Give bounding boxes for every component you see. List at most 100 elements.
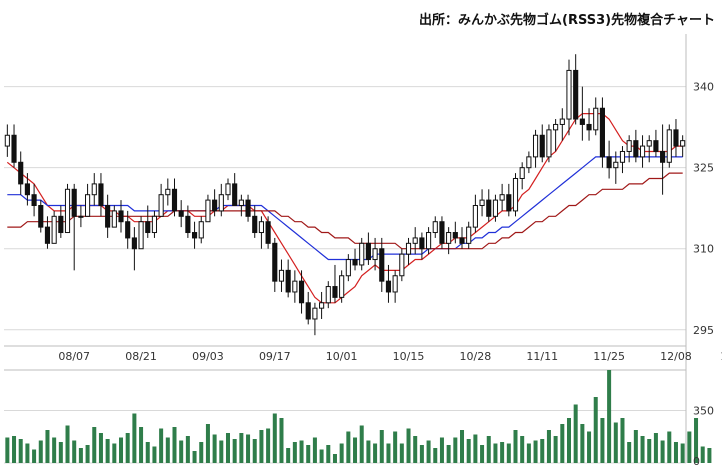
volume-bar [179, 440, 184, 463]
candle-body [245, 199, 251, 217]
candle-body [171, 188, 178, 212]
candle-body [405, 242, 412, 255]
volume-bar [145, 442, 150, 463]
volume-bar [520, 436, 525, 463]
candle-body [345, 259, 351, 277]
volume-bar [312, 437, 317, 463]
volume-bar [700, 446, 705, 463]
volume-bar [58, 442, 63, 463]
volume-bar [386, 443, 391, 463]
candle-body [98, 183, 104, 207]
candle-body [85, 194, 91, 217]
candle-body [546, 129, 552, 158]
candle-body [252, 215, 258, 234]
volume-bar [105, 439, 110, 463]
volume-bar [406, 428, 411, 463]
candle-body [64, 188, 71, 234]
candle-body [298, 280, 305, 304]
volume-bar [132, 413, 137, 463]
candle-body [131, 237, 137, 250]
volume-bar [607, 370, 612, 463]
candle-body [24, 183, 30, 196]
candle-body [573, 69, 579, 120]
volume-bar [32, 449, 37, 463]
candle-body [118, 210, 124, 223]
volume-bar [446, 445, 451, 463]
candle-body [633, 140, 639, 158]
candle-body [265, 221, 271, 244]
volume-bar [694, 418, 699, 463]
candle-body [392, 275, 398, 293]
candle-body [278, 269, 285, 282]
volume-bar [687, 431, 692, 463]
volume-bar [272, 413, 277, 463]
candle-body [512, 177, 519, 212]
candle-body [666, 129, 672, 163]
volume-bar [359, 425, 364, 463]
volume-bars [5, 370, 712, 463]
candle-body [198, 221, 204, 239]
volume-bar [613, 422, 618, 463]
candle-body [619, 150, 626, 163]
volume-bar [319, 449, 324, 463]
candle-body [472, 205, 478, 228]
candle-body [258, 221, 264, 234]
volume-bar [266, 428, 271, 463]
candle-body [680, 140, 686, 147]
candle-body [452, 232, 458, 239]
candle-body [31, 194, 37, 207]
volume-bar [165, 437, 170, 463]
candle-body [419, 237, 425, 250]
date-tick-label: 11/11 [526, 350, 558, 363]
candle-body [653, 140, 659, 152]
candle-body [325, 286, 331, 304]
price-tick-label: 310 [693, 243, 714, 256]
volume-bar [540, 439, 545, 463]
volume-bar [326, 445, 331, 463]
candle-body [446, 232, 452, 244]
date-tick-label: 10/15 [393, 350, 425, 363]
candle-body [412, 237, 418, 244]
volume-bar [500, 442, 505, 463]
volume-bar [279, 418, 284, 463]
volume-bar [239, 433, 244, 463]
candle-body [125, 221, 131, 239]
volume-bar [92, 427, 97, 463]
candle-body [559, 118, 565, 125]
candle-body [379, 248, 385, 282]
candle-body [212, 199, 218, 212]
candle-body [91, 183, 97, 196]
candle-body [365, 242, 371, 261]
candle-body [225, 183, 231, 196]
candle-body [191, 232, 198, 239]
volume-bar [419, 445, 424, 463]
candle-body [526, 156, 532, 169]
axis-tick-labels: 340 325 310 295 350 0 08/07 08/21 09/03 09/17 10/0… [58, 81, 722, 467]
candle-body [579, 118, 585, 125]
volume-bar [65, 425, 70, 463]
volume-bar [12, 436, 17, 463]
volume-bar [346, 431, 351, 463]
candle-body [151, 215, 158, 234]
volume-bar [453, 437, 458, 463]
candle-body [185, 215, 191, 234]
date-tick-label: 09/03 [192, 350, 224, 363]
volume-bar [680, 443, 685, 463]
volume-tick-label: 350 [693, 405, 714, 418]
candle-body [486, 199, 492, 217]
volume-bar [526, 443, 531, 463]
candle-body [479, 199, 485, 207]
candle-body [399, 253, 405, 277]
volume-bar [493, 443, 498, 463]
volume-bar [393, 431, 398, 463]
volume-bar [373, 443, 378, 463]
volume-bar [152, 446, 157, 463]
volume-bar [139, 427, 144, 463]
price-tick-label: 325 [693, 162, 714, 175]
volume-bar [513, 430, 518, 463]
candle-body [599, 107, 605, 158]
volume-bar [640, 436, 645, 463]
candle-body [553, 123, 559, 131]
